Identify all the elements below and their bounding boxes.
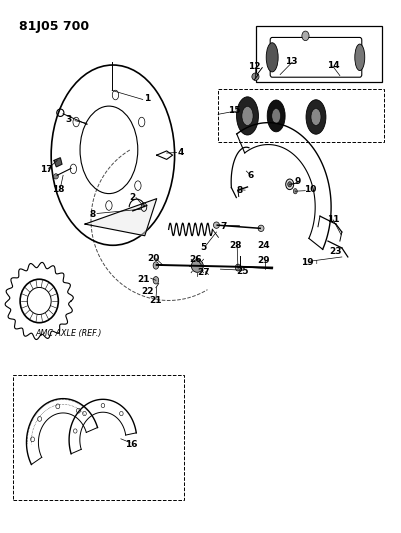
Text: 26: 26	[189, 255, 202, 264]
Ellipse shape	[191, 260, 203, 272]
Text: 1: 1	[144, 94, 150, 103]
Bar	[219, 89, 384, 142]
Ellipse shape	[266, 43, 278, 72]
Polygon shape	[85, 199, 157, 236]
Ellipse shape	[213, 222, 219, 228]
Text: 20: 20	[147, 254, 160, 263]
Text: 10: 10	[304, 185, 316, 194]
Text: 16: 16	[125, 440, 137, 449]
Text: 29: 29	[257, 256, 270, 265]
Text: 15: 15	[228, 106, 241, 115]
Bar	[12, 375, 184, 500]
Text: l: l	[316, 260, 318, 265]
Text: 17: 17	[40, 165, 52, 174]
Text: 13: 13	[285, 57, 298, 66]
Ellipse shape	[355, 44, 365, 70]
Polygon shape	[54, 158, 62, 167]
Ellipse shape	[252, 73, 259, 80]
Text: 9: 9	[295, 177, 301, 186]
Text: AMC AXLE (REF.): AMC AXLE (REF.)	[35, 329, 101, 338]
Ellipse shape	[267, 100, 285, 132]
Text: 81J05 700: 81J05 700	[19, 20, 89, 33]
Text: 11: 11	[327, 215, 339, 224]
Text: 8: 8	[89, 210, 95, 219]
Text: 2: 2	[130, 193, 136, 202]
Ellipse shape	[272, 109, 281, 123]
Ellipse shape	[288, 182, 292, 187]
Text: 23: 23	[330, 247, 342, 256]
Ellipse shape	[293, 189, 297, 194]
Ellipse shape	[302, 31, 309, 41]
Text: 18: 18	[52, 184, 64, 193]
Bar	[256, 26, 382, 82]
Text: 3: 3	[65, 115, 71, 124]
Text: 27: 27	[197, 268, 210, 277]
Ellipse shape	[258, 225, 264, 231]
Text: 4: 4	[177, 148, 184, 157]
Ellipse shape	[242, 107, 253, 125]
Ellipse shape	[153, 277, 159, 284]
Ellipse shape	[54, 174, 58, 179]
Ellipse shape	[237, 97, 258, 135]
Text: 12: 12	[248, 62, 261, 71]
Ellipse shape	[153, 262, 159, 269]
Text: 8: 8	[237, 186, 243, 195]
Text: 7: 7	[221, 222, 227, 231]
Ellipse shape	[235, 264, 241, 271]
Ellipse shape	[311, 109, 321, 125]
Ellipse shape	[306, 100, 326, 134]
Text: 19: 19	[301, 258, 314, 266]
Text: 6: 6	[247, 171, 253, 180]
Text: 28: 28	[229, 241, 242, 250]
Text: 24: 24	[257, 241, 270, 250]
Text: 14: 14	[327, 61, 339, 69]
Text: 5: 5	[200, 244, 207, 253]
Text: 21: 21	[138, 274, 150, 284]
Text: 22: 22	[141, 287, 154, 296]
Ellipse shape	[286, 179, 294, 190]
Text: 21: 21	[150, 296, 162, 305]
Text: 25: 25	[236, 267, 249, 276]
